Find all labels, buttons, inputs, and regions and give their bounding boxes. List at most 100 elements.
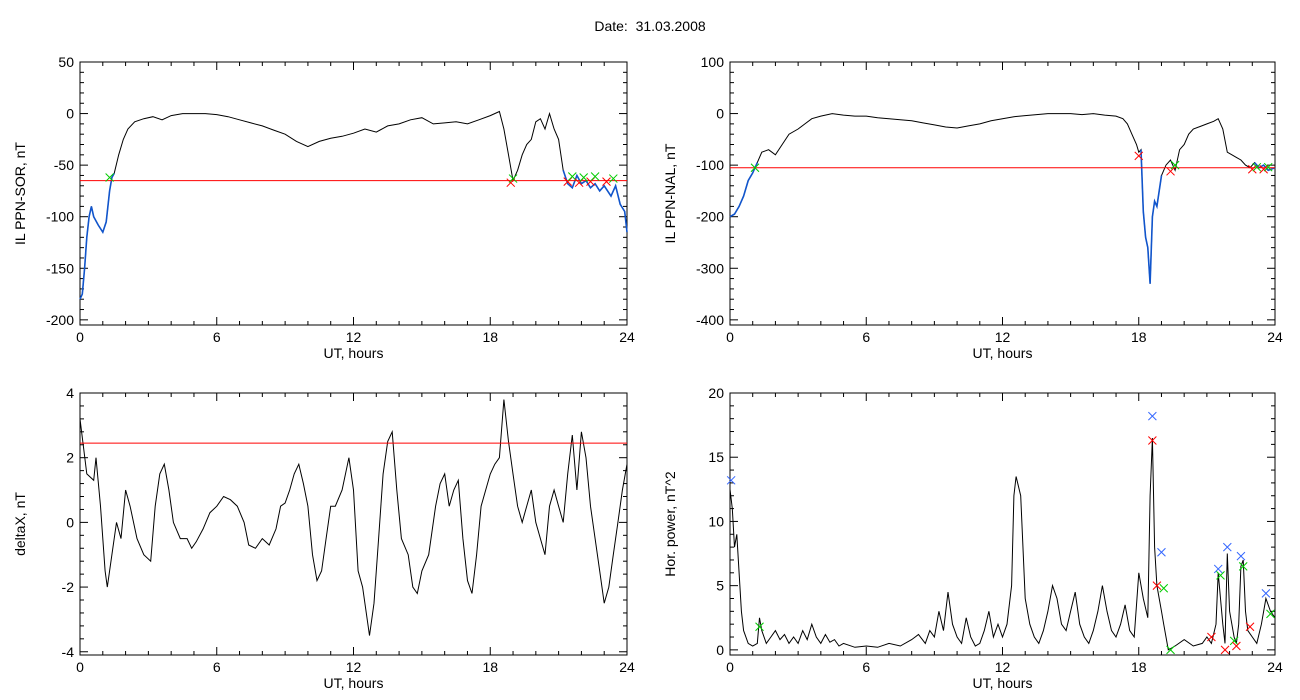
marker-stroke [1216, 571, 1225, 580]
plot-frame [79, 61, 628, 326]
y-tick-label: -100 [696, 157, 724, 173]
marker-stroke [1148, 411, 1157, 421]
marker-stroke [1157, 547, 1166, 557]
highlight-trace [1140, 149, 1163, 284]
plot-frame [79, 392, 628, 656]
x-axis-label: UT, hours [973, 675, 1033, 691]
y-tick-label: -150 [46, 260, 74, 276]
highlight-trace [79, 173, 115, 300]
marker-red [1148, 436, 1157, 445]
marker-stroke [1259, 164, 1268, 174]
marker-blue [1148, 411, 1157, 421]
data-trace [729, 437, 1276, 651]
data-trace [79, 110, 628, 300]
y-tick-label: 50 [58, 54, 74, 70]
y-axis-label: IL PPN-NAL, nT [662, 143, 678, 243]
data-trace [79, 399, 628, 636]
date-label: Date: [594, 18, 628, 34]
y-axis-label: IL PPN-SOR, nT [12, 142, 28, 245]
marker-stroke [1263, 162, 1273, 172]
marker-stroke [1222, 542, 1232, 552]
marker-stroke [608, 174, 618, 183]
marker-red [602, 177, 611, 186]
marker-red [1232, 641, 1241, 651]
y-tick-label: 20 [708, 385, 724, 401]
marker-red [1207, 632, 1216, 642]
marker-stroke [1166, 166, 1175, 176]
marker-red [1259, 164, 1268, 174]
marker-green [1263, 162, 1273, 172]
marker-stroke [1229, 636, 1239, 646]
x-tick-label: 12 [346, 659, 362, 675]
panel-sor: 0 6 12 18 24 50 0 -50 -100 -150 -200 UT, hours IL PP… [12, 54, 635, 361]
marker-stroke [1159, 583, 1169, 593]
marker-stroke [1252, 162, 1262, 172]
marker-green [1170, 160, 1180, 170]
y-tick-label: -100 [46, 209, 74, 225]
marker-green [1266, 609, 1275, 619]
marker-stroke [1261, 588, 1271, 598]
y-tick-label: -2 [62, 579, 75, 595]
marker-green [1216, 571, 1225, 580]
marker-stroke [1148, 436, 1157, 445]
x-tick-label: 6 [862, 659, 870, 675]
marker-stroke [755, 622, 764, 632]
data-trace [729, 113, 1276, 284]
marker-green [1252, 162, 1262, 172]
y-tick-label: -50 [54, 157, 74, 173]
marker-green [1166, 645, 1175, 655]
x-tick-label: 0 [76, 659, 84, 675]
marker-stroke [1207, 632, 1216, 642]
marker-stroke [567, 172, 577, 181]
marker-red [1134, 151, 1144, 161]
y-axis-label: Hor. power, nT^2 [662, 471, 678, 577]
y-tick-label: -300 [696, 260, 724, 276]
x-tick-label: 18 [1131, 329, 1147, 345]
marker-red [506, 178, 516, 188]
x-tick-label: 6 [862, 329, 870, 345]
marker-blue [726, 475, 736, 485]
y-tick-label: -400 [696, 312, 724, 328]
marker-green [105, 173, 114, 182]
marker-stroke [105, 173, 114, 182]
marker-stroke [579, 173, 589, 182]
marker-stroke [1232, 641, 1241, 651]
marker-stroke [1266, 609, 1275, 619]
marker-red [1247, 164, 1257, 174]
date-value: 31.03.2008 [635, 18, 706, 34]
x-tick-label: 6 [213, 659, 221, 675]
y-tick-label: 0 [716, 642, 724, 658]
marker-stroke [750, 163, 760, 173]
marker-green [755, 622, 764, 632]
panel-nal: 0 6 12 18 24 100 0 -100 -200 -300 -400 UT, hours IL … [662, 54, 1283, 361]
y-axis-label: deltaX, nT [12, 492, 28, 556]
marker-stroke [1213, 564, 1223, 574]
y-tick-label: 5 [716, 578, 724, 594]
marker-stroke [1245, 622, 1255, 632]
y-tick-label: -200 [46, 312, 74, 328]
marker-stroke [1220, 645, 1230, 655]
y-tick-label: 2 [66, 450, 74, 466]
x-axis-label: UT, hours [324, 345, 384, 361]
marker-green [590, 172, 600, 181]
x-tick-label: 12 [995, 659, 1011, 675]
x-tick-label: 12 [995, 329, 1011, 345]
y-tick-label: 0 [66, 514, 74, 530]
marker-green [1159, 583, 1169, 593]
y-tick-label: -4 [62, 644, 75, 660]
marker-stroke [1152, 581, 1162, 591]
plot-frame [729, 61, 1276, 326]
plot-frame [729, 392, 1276, 656]
x-tick-label: 12 [346, 329, 362, 345]
x-tick-label: 24 [1267, 329, 1283, 345]
marker-stroke [1134, 151, 1144, 161]
highlight-trace [729, 162, 759, 218]
panel-power: 0 6 12 18 24 20 15 10 5 0 UT, hours Hor. power, nT^… [662, 385, 1283, 691]
marker-red [1245, 622, 1255, 632]
y-tick-label: 100 [701, 54, 725, 70]
marker-stroke [602, 177, 611, 186]
y-tick-label: -200 [696, 209, 724, 225]
marker-blue [1236, 551, 1246, 561]
x-tick-label: 6 [213, 329, 221, 345]
marker-stroke [1238, 562, 1248, 571]
